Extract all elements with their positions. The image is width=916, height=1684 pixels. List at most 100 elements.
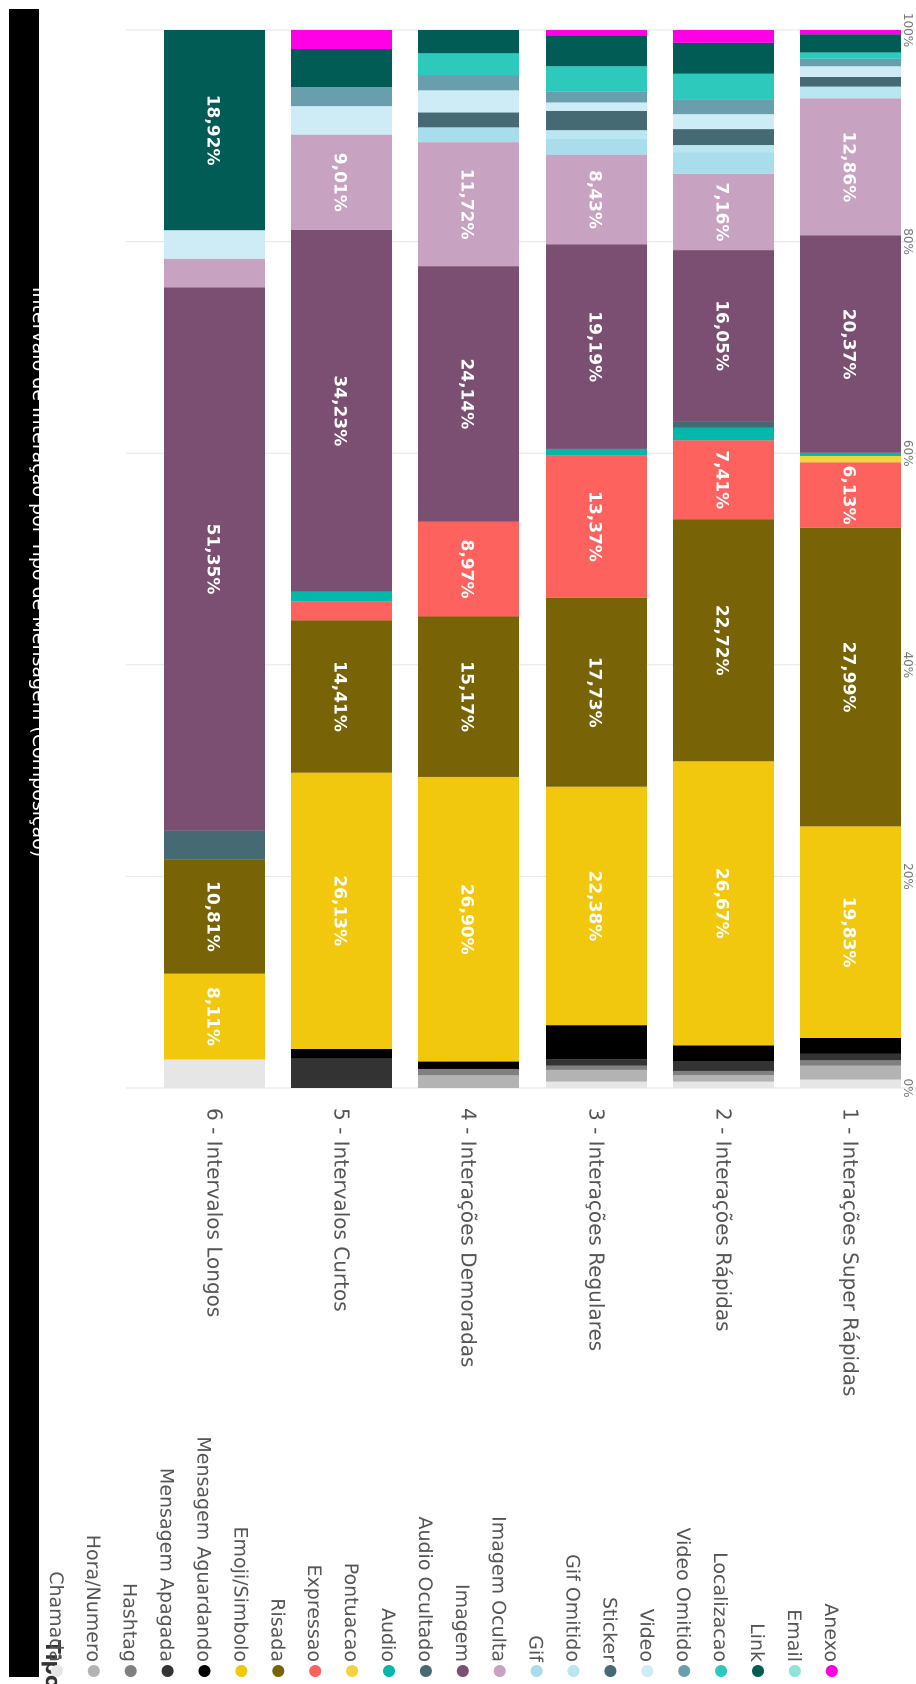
legend-marker (456, 1665, 469, 1677)
bar-segment (164, 1059, 265, 1089)
bar-segment (800, 34, 901, 53)
data-label: 15,17% (457, 661, 477, 732)
bar-segment (418, 112, 519, 128)
legend-marker (272, 1665, 285, 1677)
legend-label: Emoji/Simbolo (229, 1526, 251, 1662)
bar-segment (546, 597, 647, 787)
bar-segment (418, 521, 519, 617)
legend-item: Chamada (45, 1571, 67, 1677)
bar-segment (673, 519, 774, 762)
bar-segment (800, 1053, 901, 1061)
bar-segment (800, 98, 901, 236)
bar-segment (546, 455, 647, 598)
bar-segment (546, 1065, 647, 1070)
legend-item: Expressao (303, 1565, 325, 1677)
bar-segment (546, 138, 647, 155)
data-label: 27,99% (839, 642, 859, 713)
legend-label: Risada (266, 1598, 288, 1662)
data-label: 8,43% (585, 170, 605, 229)
bar-segment (673, 250, 774, 422)
x-tick-label: 6 - Intervalos Longos (203, 1108, 227, 1317)
bar-segment (546, 102, 647, 111)
legend-label: Chamada (45, 1571, 67, 1662)
bar-segment (800, 66, 901, 77)
bar-segment (800, 1060, 901, 1066)
legend-marker (235, 1665, 248, 1677)
legend-item: Mensagem Aguardando (193, 1436, 215, 1677)
bar-segment (418, 616, 519, 777)
bar-segment (418, 53, 519, 76)
bar-segment (164, 230, 265, 259)
bar-segment (800, 455, 901, 463)
data-label: 10,81% (203, 881, 223, 952)
rotated-chart: Intervalo de Interação por Tipo de Mensa… (28, 13, 916, 1684)
bar-segment (800, 1079, 901, 1089)
legend-item: Imagem (451, 1584, 473, 1677)
bar-segment (673, 145, 774, 153)
legend-marker (530, 1665, 543, 1677)
data-label: 13,37% (585, 491, 605, 562)
bar-segment (291, 620, 392, 773)
data-label: 22,72% (712, 605, 732, 676)
legend-marker (825, 1665, 838, 1677)
legend-marker (161, 1665, 174, 1677)
bar-segment (800, 826, 901, 1038)
data-label: 51,35% (203, 524, 223, 595)
bar-segment (418, 75, 519, 91)
legend-label: Imagem Oculta (488, 1516, 510, 1662)
legend-marker (788, 1665, 801, 1677)
legend-label: Mensagem Apagada (156, 1468, 178, 1662)
bar-segment (164, 287, 265, 831)
bar-segment (546, 1025, 647, 1060)
bar-segment (291, 134, 392, 230)
bar-segment (673, 30, 774, 43)
bar-segment (673, 42, 774, 74)
bar-segment (291, 1048, 392, 1059)
legend-item: Email (783, 1609, 805, 1677)
bar-segment (291, 601, 392, 621)
bar-segment (164, 30, 265, 231)
bar-segment (673, 761, 774, 1046)
y-tick-label: 0% (901, 1078, 915, 1097)
legend-item: Gif Omitido (562, 1554, 584, 1677)
legend-label: Gif (525, 1635, 547, 1663)
bar-segment (800, 76, 901, 87)
legend-label: Pontuacao (340, 1563, 362, 1662)
bar-segment (291, 49, 392, 88)
legend-item: Risada (266, 1598, 288, 1677)
legend-label: Mensagem Aguardando (193, 1436, 215, 1662)
legend-item: Emoji/Simbolo (229, 1526, 251, 1677)
bar-segment (673, 427, 774, 441)
legend-label: Expressao (303, 1565, 325, 1662)
legend-item: Mensagem Apagada (156, 1468, 178, 1677)
bar-segment (546, 1069, 647, 1082)
bar-segment (546, 154, 647, 245)
bar-segment (291, 772, 392, 1049)
data-label: 26,13% (330, 875, 350, 946)
bar-segment (673, 152, 774, 174)
bar-segment (291, 87, 392, 107)
legend-marker (383, 1665, 395, 1677)
legend-label: Hora/Numero (82, 1535, 104, 1662)
data-label: 24,14% (457, 358, 477, 429)
legend-label: Video (635, 1609, 657, 1662)
bar-segment (800, 86, 901, 99)
legend-item: Localizacao (709, 1552, 731, 1677)
legend-marker (752, 1665, 764, 1677)
bar-segment (673, 1045, 774, 1062)
x-tick-label: 3 - Interações Regulares (585, 1108, 609, 1351)
data-label: 11,72% (457, 169, 477, 240)
bar-segment (546, 91, 647, 103)
bar-segment (673, 173, 774, 251)
x-tick-label: 1 - Interações Super Rápidas (839, 1108, 863, 1396)
bar-segment (418, 30, 519, 54)
data-label: 19,19% (585, 311, 605, 382)
bar-segment (673, 421, 774, 428)
legend-item: Link (746, 1623, 768, 1677)
bar-segment (546, 1059, 647, 1066)
bar-segment (800, 1065, 901, 1080)
bar-segment (673, 440, 774, 520)
legend-marker (346, 1665, 359, 1677)
legend-marker (50, 1665, 63, 1677)
legend-marker (678, 1665, 691, 1677)
